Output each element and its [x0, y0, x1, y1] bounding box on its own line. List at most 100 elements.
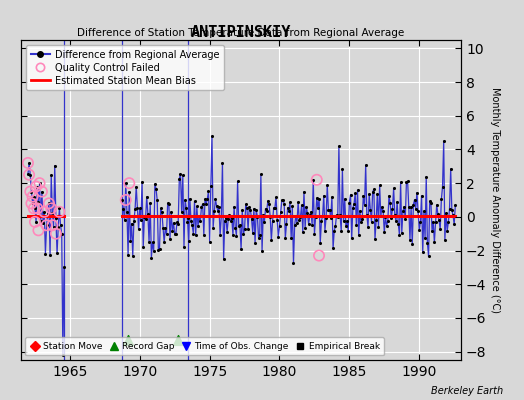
Point: [118, 197, 126, 203]
Point: [191, 232, 200, 239]
Point: [442, 210, 450, 217]
Point: [46, 252, 54, 259]
Point: [34, 227, 42, 234]
Point: [290, 222, 299, 228]
Point: [38, 188, 46, 195]
Point: [140, 213, 149, 220]
Point: [24, 160, 32, 166]
Point: [143, 194, 151, 200]
Point: [209, 224, 217, 231]
Point: [55, 205, 63, 212]
Point: [332, 212, 341, 218]
Point: [33, 183, 41, 190]
Point: [341, 196, 349, 202]
Point: [347, 235, 356, 241]
Point: [385, 192, 393, 199]
Point: [174, 336, 182, 343]
Point: [451, 202, 460, 208]
Point: [445, 206, 454, 212]
Point: [134, 226, 143, 232]
Point: [311, 214, 320, 220]
Point: [405, 204, 413, 210]
Point: [324, 207, 333, 214]
Point: [279, 197, 287, 203]
Point: [364, 224, 372, 230]
Point: [183, 219, 192, 225]
Point: [250, 206, 258, 212]
Point: [133, 205, 141, 211]
Point: [423, 240, 432, 246]
Point: [29, 194, 38, 200]
Point: [184, 238, 193, 245]
Point: [28, 194, 37, 200]
Point: [362, 162, 370, 168]
Point: [313, 176, 321, 183]
Point: [141, 216, 150, 222]
Point: [179, 172, 187, 178]
Point: [212, 203, 221, 210]
Point: [363, 212, 371, 218]
Point: [32, 183, 40, 190]
Point: [149, 247, 158, 254]
Point: [310, 231, 319, 237]
Point: [39, 220, 47, 227]
Point: [225, 212, 234, 218]
Point: [169, 220, 178, 226]
Point: [265, 201, 273, 207]
Point: [292, 212, 300, 219]
Point: [138, 179, 146, 185]
Legend: Station Move, Record Gap, Time of Obs. Change, Empirical Break: Station Move, Record Gap, Time of Obs. C…: [26, 338, 384, 356]
Point: [219, 160, 227, 166]
Point: [353, 187, 362, 193]
Point: [52, 230, 60, 237]
Point: [322, 214, 330, 221]
Point: [343, 218, 351, 224]
Point: [377, 213, 385, 219]
Point: [403, 178, 412, 184]
Point: [144, 211, 152, 217]
Point: [302, 204, 311, 210]
Point: [386, 200, 395, 206]
Point: [125, 180, 134, 186]
Point: [121, 217, 129, 224]
Text: Berkeley Earth: Berkeley Earth: [431, 386, 503, 396]
Point: [371, 236, 379, 242]
Point: [159, 224, 167, 231]
Point: [42, 222, 51, 228]
Point: [357, 219, 365, 226]
Point: [201, 196, 209, 202]
Point: [248, 230, 257, 236]
Point: [319, 213, 327, 219]
Point: [303, 210, 312, 216]
Point: [317, 218, 325, 224]
Point: [233, 178, 242, 184]
Point: [151, 181, 159, 187]
Point: [316, 240, 324, 246]
Point: [50, 162, 59, 169]
Point: [182, 205, 191, 212]
Point: [54, 224, 62, 230]
Point: [45, 200, 53, 206]
Point: [313, 195, 321, 201]
Point: [48, 210, 57, 216]
Point: [155, 245, 163, 252]
Point: [381, 214, 390, 220]
Point: [394, 220, 402, 227]
Point: [178, 209, 186, 215]
Point: [345, 199, 354, 206]
Point: [337, 228, 345, 234]
Point: [274, 234, 282, 240]
Point: [208, 133, 216, 139]
Point: [278, 197, 286, 204]
Point: [400, 204, 408, 210]
Point: [236, 222, 244, 228]
Point: [204, 188, 213, 194]
Point: [195, 213, 203, 220]
Point: [43, 210, 52, 217]
Point: [366, 206, 375, 213]
Point: [131, 206, 139, 212]
Point: [256, 231, 264, 238]
Point: [180, 244, 188, 250]
Point: [154, 246, 162, 253]
Point: [264, 198, 272, 204]
